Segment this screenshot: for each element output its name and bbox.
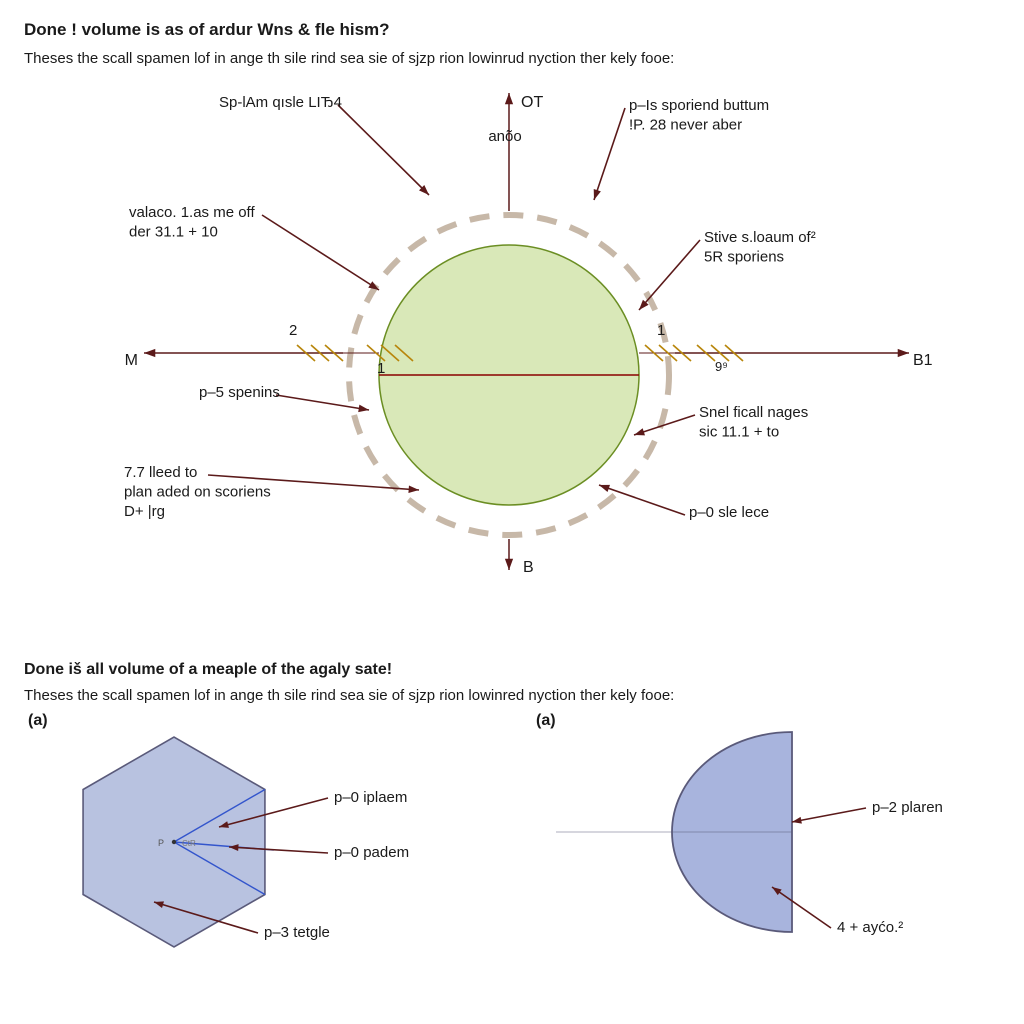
svg-text:1: 1	[657, 322, 665, 339]
svg-text:B: B	[523, 559, 534, 576]
svg-text:1: 1	[377, 360, 385, 377]
svg-text:P: P	[158, 838, 164, 848]
svg-text:der 31.1 + 10: der 31.1 + 10	[129, 224, 218, 241]
svg-text:4 + ayćo.²: 4 + ayćo.²	[837, 919, 903, 936]
svg-text:p–Is sporiend buttum: p–Is sporiend buttum	[629, 97, 769, 114]
svg-text:p–2 plaren: p–2 plaren	[872, 799, 943, 816]
svg-text:Stive s.loaum of²: Stive s.loaum of²	[704, 229, 816, 246]
shapes-row: (a) PCtRp–0 iplaemp–0 pademp–3 tetgle (a…	[24, 712, 1000, 952]
svg-text:Sp-lAm qısle LIЂ4: Sp-lAm qısle LIЂ4	[219, 94, 342, 111]
svg-text:sic 11.1 + to: sic 11.1 + to	[699, 424, 779, 441]
circle-diagram-svg: OTanõo M B1 B 2 1 1 9⁹ Sp-lAm qısle LIЂ4 p–Is spo…	[24, 75, 1000, 655]
shape-a-container: (a) PCtRp–0 iplaemp–0 pademp–3 tetgle	[24, 712, 492, 952]
svg-text:!P. 28 never aber: !P. 28 never aber	[629, 117, 742, 134]
svg-text:Snel ficall nages: Snel ficall nages	[699, 404, 808, 421]
section-2-title: Done iš all volume of a meaple of the ag…	[24, 661, 1000, 679]
svg-text:plan aded on scoriens: plan aded on scoriens	[124, 484, 271, 501]
svg-text:7.7 lleed to: 7.7 lleed to	[124, 464, 197, 481]
svg-text:D+ |rg: D+ |rg	[124, 503, 165, 520]
svg-text:B1: B1	[913, 352, 933, 369]
section-1-paragraph: Theses the scall spamen lof in ange th s…	[24, 50, 1000, 67]
svg-text:p–0 padem: p–0 padem	[334, 844, 409, 861]
svg-text:p–5 spenins: p–5 spenins	[199, 384, 280, 401]
svg-text:9⁹: 9⁹	[715, 359, 728, 374]
svg-text:CtR: CtR	[182, 839, 196, 848]
shape-a-svg: P CtR p–0 iplaem p–0 padem p–3 tetgle	[24, 712, 494, 952]
svg-text:OT: OT	[521, 94, 543, 111]
circle-diagram: OTanõo M B1 B 2 1 1 9⁹ Sp-lAm qısle LIЂ4 p–Is spo…	[24, 75, 1000, 655]
section-2-paragraph: Theses the scall spamen lof in ange th s…	[24, 687, 1000, 704]
section-1-title: Done ! volume is as of ardur Wns & fle h…	[24, 20, 1000, 40]
svg-text:2: 2	[289, 322, 297, 339]
svg-text:5R sporiens: 5R sporiens	[704, 249, 784, 266]
svg-text:p–0 iplaem: p–0 iplaem	[334, 789, 407, 806]
svg-text:p–0 sle lece: p–0 sle lece	[689, 504, 769, 521]
shape-b-svg: p–2 plaren 4 + ayćo.²	[532, 712, 1002, 952]
shape-b-container: (a) p–2 plaren4 + ayćo.²	[532, 712, 1000, 952]
svg-text:anõo: anõo	[488, 128, 521, 145]
svg-text:valaco. 1.as me off: valaco. 1.as me off	[129, 204, 255, 221]
svg-text:p–3 tetgle: p–3 tetgle	[264, 924, 330, 941]
svg-text:M: M	[125, 352, 138, 369]
